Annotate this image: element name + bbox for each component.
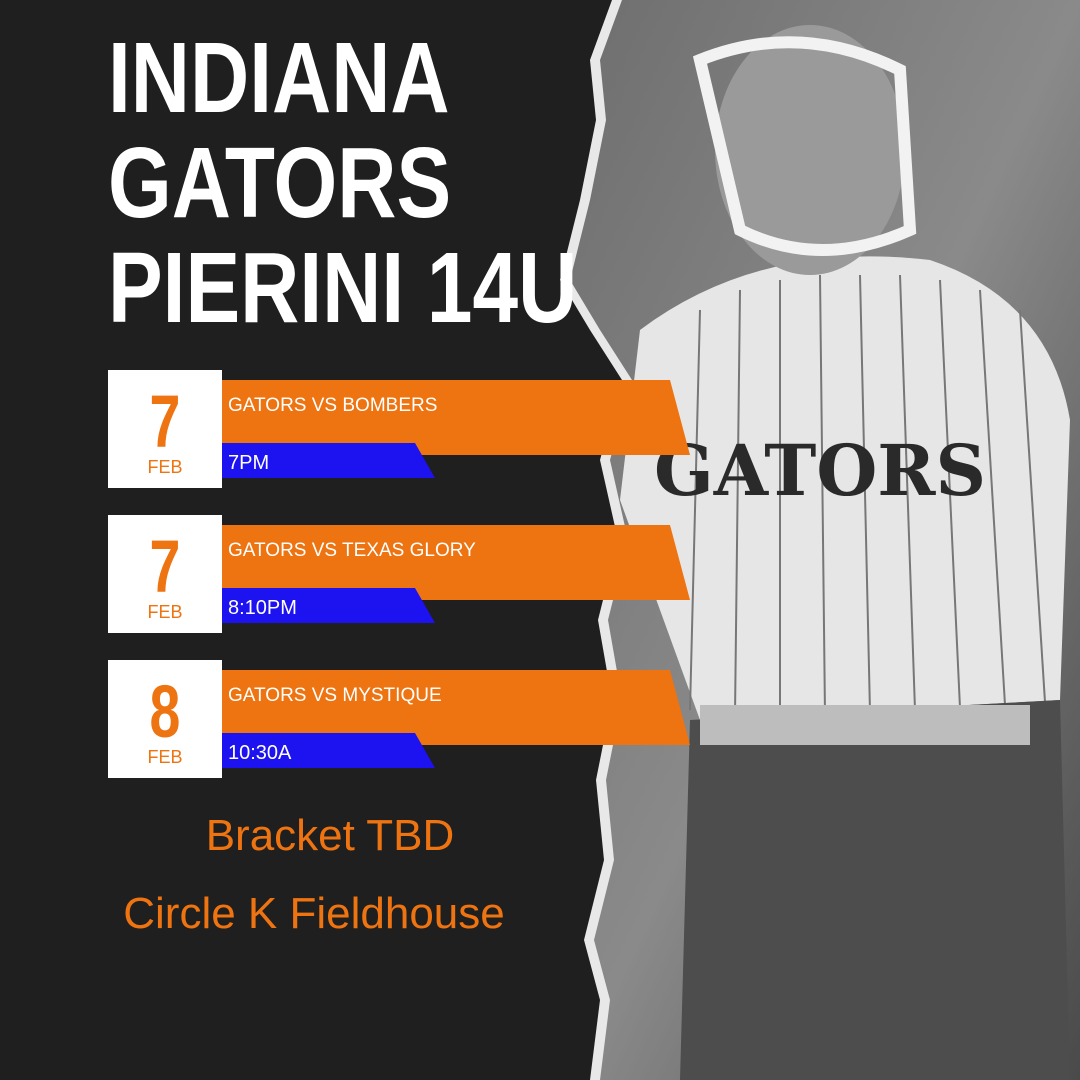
day: 7 [150, 380, 181, 463]
time: 7PM [228, 452, 269, 474]
title-line: INDIANA [108, 22, 450, 134]
footer-line: Bracket TBD [206, 811, 455, 860]
title-line: PIERINI 14U [108, 232, 577, 344]
matchup-band [222, 670, 690, 745]
jersey-text: GATORS [654, 429, 986, 512]
date-box [108, 515, 222, 633]
month: FEB [147, 747, 182, 767]
date-box [108, 370, 222, 488]
time-band [222, 733, 435, 768]
matchup: GATORS VS BOMBERS [228, 395, 437, 416]
title-line: GATORS [108, 127, 451, 239]
time: 8:10PM [228, 597, 297, 619]
time: 10:30A [228, 742, 292, 764]
day: 7 [150, 525, 181, 608]
month: FEB [147, 457, 182, 477]
date-box [108, 660, 222, 778]
time-band [222, 443, 435, 478]
photo: GATORS [560, 0, 1080, 1080]
month: FEB [147, 602, 182, 622]
day: 8 [150, 670, 181, 753]
matchup-band [222, 525, 690, 600]
matchup: GATORS VS MYSTIQUE [228, 685, 442, 706]
footer: Bracket TBD Circle K Fieldhouse [123, 811, 505, 938]
footer-line: Circle K Fieldhouse [123, 889, 505, 938]
time-band [222, 588, 435, 623]
matchup: GATORS VS TEXAS GLORY [228, 540, 476, 561]
matchup-band [222, 380, 690, 455]
